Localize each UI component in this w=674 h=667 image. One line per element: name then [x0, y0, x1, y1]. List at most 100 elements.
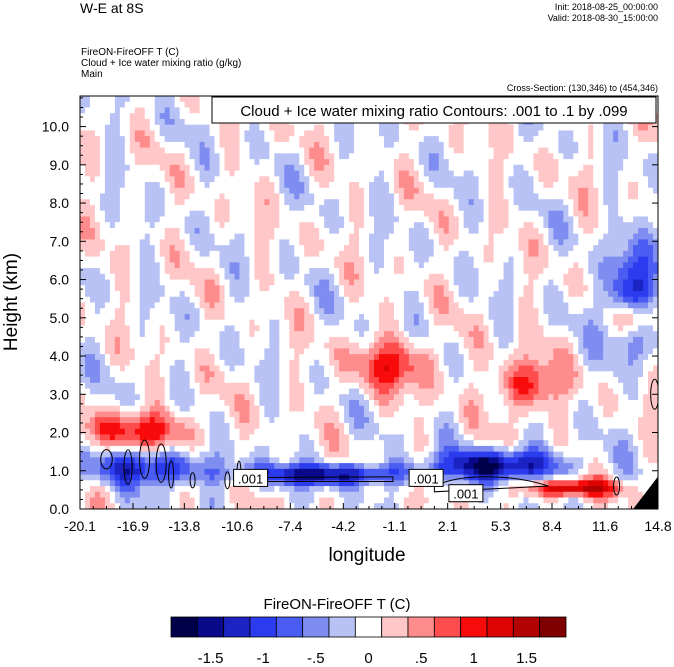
heatmap-cell — [269, 147, 275, 154]
heatmap-cell — [284, 239, 290, 246]
heatmap-cell — [378, 285, 385, 292]
heatmap-cell — [598, 296, 604, 303]
heatmap-cell — [518, 227, 524, 235]
heatmap-cell — [533, 250, 539, 258]
heatmap-cell — [194, 336, 200, 344]
heatmap-cell — [364, 210, 370, 217]
heatmap-cell — [104, 279, 111, 286]
heatmap-cell — [369, 153, 375, 160]
heatmap-cell — [234, 308, 240, 315]
heatmap-cell — [204, 250, 210, 258]
heatmap-cell — [408, 124, 415, 131]
heatmap-cell — [194, 319, 200, 326]
heatmap-cell — [349, 164, 355, 171]
heatmap-cell — [598, 227, 604, 235]
heatmap-cell — [443, 199, 450, 206]
heatmap-cell — [568, 141, 574, 149]
heatmap-cell — [533, 199, 539, 206]
heatmap-cell — [493, 204, 499, 212]
heatmap-cell — [80, 302, 86, 309]
heatmap-cell — [209, 331, 215, 338]
heatmap-cell — [194, 193, 200, 200]
heatmap-cell — [294, 233, 300, 240]
heatmap-cell — [608, 262, 614, 269]
heatmap-cell — [563, 182, 569, 189]
heatmap-cell — [89, 250, 96, 258]
heatmap-cell — [324, 124, 330, 131]
heatmap-cell — [613, 124, 619, 131]
heatmap-cell — [219, 250, 225, 258]
heatmap-cell — [299, 313, 305, 321]
heatmap-cell — [184, 101, 191, 108]
heatmap-cell — [354, 250, 360, 258]
heatmap-cell — [84, 256, 91, 263]
heatmap-cell — [618, 182, 624, 189]
heatmap-cell — [623, 285, 629, 292]
heatmap-cell — [388, 147, 395, 154]
heatmap-cell — [648, 319, 654, 326]
heatmap-cell — [224, 222, 230, 229]
heatmap-cell — [558, 187, 564, 194]
heatmap-cell — [129, 239, 136, 246]
heatmap-cell — [339, 233, 345, 240]
heatmap-cell — [563, 193, 569, 200]
heatmap-cell — [433, 273, 440, 280]
heatmap-cell — [573, 159, 579, 166]
heatmap-cell — [89, 101, 96, 108]
heatmap-cell — [169, 210, 176, 217]
heatmap-cell — [373, 273, 380, 280]
heatmap-cell — [194, 96, 200, 103]
heatmap-cell — [149, 147, 156, 154]
heatmap-cell — [438, 147, 445, 154]
heatmap-cell — [289, 245, 295, 252]
heatmap-cell — [618, 291, 624, 298]
heatmap-cell — [279, 256, 285, 263]
heatmap-cell — [204, 331, 210, 338]
heatmap-cell — [234, 176, 240, 183]
heatmap-cell — [334, 331, 340, 338]
heatmap-cell — [174, 222, 181, 229]
heatmap-cell — [179, 250, 186, 258]
heatmap-cell — [274, 182, 280, 189]
heatmap-cell — [513, 325, 519, 332]
heatmap-cell — [289, 296, 295, 303]
heatmap-cell — [319, 176, 325, 183]
heatmap-cell — [648, 227, 654, 235]
heatmap-cell — [114, 216, 121, 223]
heatmap-cell — [413, 268, 420, 275]
heatmap-cell — [448, 285, 455, 292]
heatmap-cell — [89, 216, 96, 223]
heatmap-cell — [139, 285, 146, 292]
heatmap-cell — [284, 285, 290, 292]
heatmap-cell — [403, 227, 410, 235]
heatmap-cell — [553, 147, 559, 154]
heatmap-cell — [264, 182, 270, 189]
heatmap-cell — [378, 130, 385, 137]
heatmap-cell — [538, 199, 544, 206]
heatmap-cell — [109, 210, 116, 217]
heatmap-cell — [124, 336, 131, 344]
heatmap-cell — [608, 222, 614, 229]
heatmap-cell — [403, 250, 410, 258]
heatmap-cell — [508, 308, 514, 315]
heatmap-cell — [354, 204, 360, 212]
heatmap-cell — [99, 164, 106, 171]
heatmap-cell — [458, 268, 465, 275]
heatmap-cell — [239, 164, 245, 171]
heatmap-cell — [558, 268, 564, 275]
heatmap-cell — [204, 302, 210, 309]
heatmap-cell — [124, 245, 131, 252]
heatmap-cell — [473, 308, 480, 315]
heatmap-cell — [184, 302, 191, 309]
heatmap-cell — [359, 313, 365, 321]
heatmap-cell — [359, 199, 365, 206]
heatmap-cell — [458, 325, 465, 332]
heatmap-cell — [159, 136, 166, 143]
heatmap-cell — [583, 130, 589, 137]
heatmap-cell — [553, 262, 559, 269]
heatmap-cell — [204, 319, 210, 326]
heatmap-cell — [369, 164, 375, 171]
heatmap-cell — [209, 153, 215, 160]
heatmap-cell — [593, 124, 599, 131]
heatmap-cell — [244, 331, 250, 338]
